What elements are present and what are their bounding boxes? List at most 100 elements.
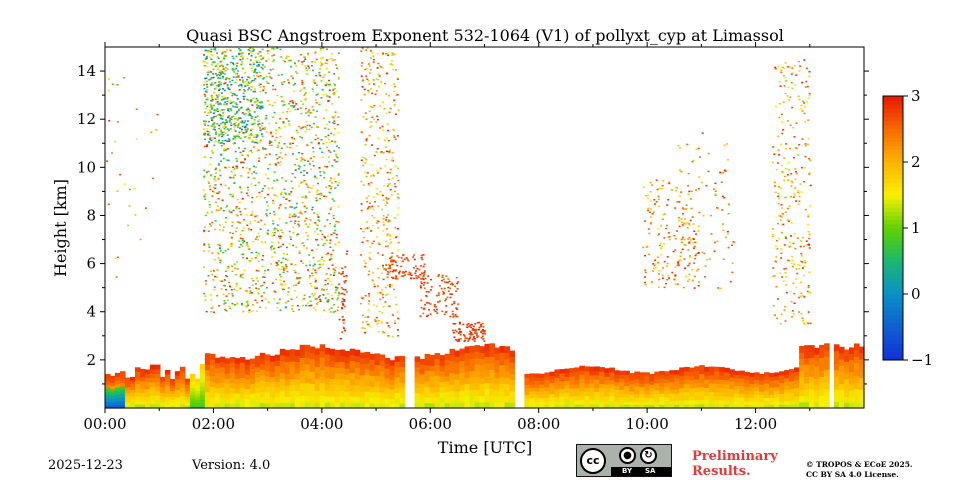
aerosol-scatter-cell: [203, 229, 206, 232]
cirrus-cell: [366, 200, 369, 203]
aerosol-scatter-cell: [218, 229, 221, 231]
aerosol-scatter-cell: [235, 135, 238, 137]
aerosol-scatter-cell: [204, 138, 206, 141]
descending-layer-cell: [387, 267, 390, 269]
aerosol-scatter-cell: [230, 236, 233, 239]
aerosol-scatter-cell: [276, 158, 279, 160]
cloud-scatter-cell: [661, 277, 664, 279]
heatmap-cell: [125, 383, 131, 388]
heatmap-cell: [454, 396, 461, 403]
heatmap-cell: [274, 381, 281, 388]
heatmap-cell: [544, 393, 550, 398]
heatmap-cell: [614, 374, 620, 379]
heatmap-cell: [689, 395, 695, 401]
heatmap-cell: [239, 357, 246, 363]
aerosol-scatter-cell: [229, 100, 232, 102]
aerosol-scatter-cell: [208, 246, 211, 248]
descending-layer-cell: [452, 315, 455, 317]
aerosol-scatter-cell: [218, 71, 221, 74]
heatmap-cell: [229, 397, 236, 404]
aerosol-scatter-cell: [314, 269, 317, 271]
cirrus-cell: [369, 207, 372, 209]
heatmap-cell: [684, 395, 690, 401]
cloud-scatter-cell: [685, 208, 688, 210]
cloud-scatter-cell: [697, 285, 700, 287]
heatmap-cell: [664, 375, 670, 380]
descending-layer-cell: [482, 326, 485, 328]
heatmap-cell: [664, 389, 670, 394]
heatmap-cell: [674, 385, 680, 390]
heatmap-cell: [389, 374, 396, 380]
cloud-scatter-cell: [653, 264, 656, 267]
cloud-scatter-cell: [794, 168, 797, 170]
aerosol-scatter-cell: [235, 206, 238, 208]
aerosol-scatter-cell: [261, 299, 264, 302]
aerosol-scatter-cell: [250, 214, 253, 216]
colorbar-strip: [883, 182, 903, 188]
descending-layer-cell: [408, 271, 411, 274]
heatmap-cell: [394, 397, 401, 404]
cloud-scatter-cell: [807, 119, 810, 121]
aerosol-scatter-cell: [219, 259, 222, 261]
cloud-scatter-cell: [649, 223, 652, 225]
heatmap-cell: [314, 402, 321, 409]
heatmap-cell: [444, 359, 451, 366]
aerosol-scatter-cell: [331, 297, 334, 300]
heatmap-cell: [774, 376, 780, 381]
descending-layer-cell: [424, 304, 427, 306]
aerosol-scatter-cell: [214, 88, 216, 90]
aerosol-scatter-cell: [242, 166, 244, 169]
aerosol-scatter-cell: [231, 221, 234, 224]
heatmap-cell: [649, 394, 655, 399]
aerosol-scatter-cell: [316, 137, 319, 139]
aerosol-scatter-cell: [227, 109, 230, 111]
heatmap-cell: [439, 381, 446, 388]
aerosol-scatter-cell: [334, 111, 337, 113]
cirrus-cell: [396, 255, 399, 257]
aerosol-scatter-cell: [228, 121, 231, 123]
aerosol-scatter-cell: [268, 103, 271, 106]
aerosol-scatter-cell: [222, 112, 225, 114]
heatmap-cell: [434, 369, 441, 376]
heatmap-cell: [369, 353, 376, 360]
aerosol-scatter-cell: [230, 91, 233, 94]
aerosol-scatter-cell: [291, 215, 294, 217]
cloud-scatter-cell: [780, 164, 783, 167]
aerosol-scatter-cell: [239, 237, 242, 239]
heatmap-cell: [379, 391, 386, 398]
aerosol-scatter-cell: [335, 288, 338, 290]
heatmap-cell: [719, 395, 725, 401]
heatmap-cell: [844, 349, 850, 356]
cloud-scatter-cell: [790, 173, 793, 175]
aerosol-scatter-cell: [293, 105, 296, 107]
cirrus-cell: [365, 139, 368, 142]
aerosol-scatter-cell: [325, 273, 328, 275]
heatmap-cell: [584, 370, 590, 376]
aerosol-scatter-cell: [332, 116, 335, 119]
heatmap-cell: [130, 404, 136, 409]
heatmap-cell: [434, 375, 441, 382]
heatmap-cell: [509, 367, 516, 375]
heatmap-cell: [479, 364, 486, 372]
aerosol-scatter-cell: [255, 98, 258, 100]
heatmap-cell: [130, 380, 136, 384]
descending-layer-cell: [423, 307, 426, 310]
aerosol-scatter-cell: [206, 127, 209, 130]
aerosol-scatter-cell: [303, 170, 306, 172]
heatmap-cell: [174, 385, 181, 391]
heatmap-cell: [799, 346, 805, 353]
cloud-scatter-cell: [806, 101, 808, 103]
heatmap-cell: [339, 396, 346, 403]
heatmap-cell: [614, 404, 620, 409]
heatmap-cell: [359, 363, 366, 370]
aerosol-scatter-cell: [202, 60, 205, 62]
descending-layer-cell: [451, 303, 454, 306]
aerosol-scatter-cell: [277, 260, 280, 262]
cirrus-cell: [393, 90, 396, 93]
aerosol-scatter-cell: [289, 105, 292, 107]
heatmap-cell: [599, 391, 605, 397]
aerosol-scatter-cell: [284, 283, 287, 286]
aerosol-scatter-cell: [242, 140, 245, 142]
descending-layer-cell: [459, 338, 462, 340]
